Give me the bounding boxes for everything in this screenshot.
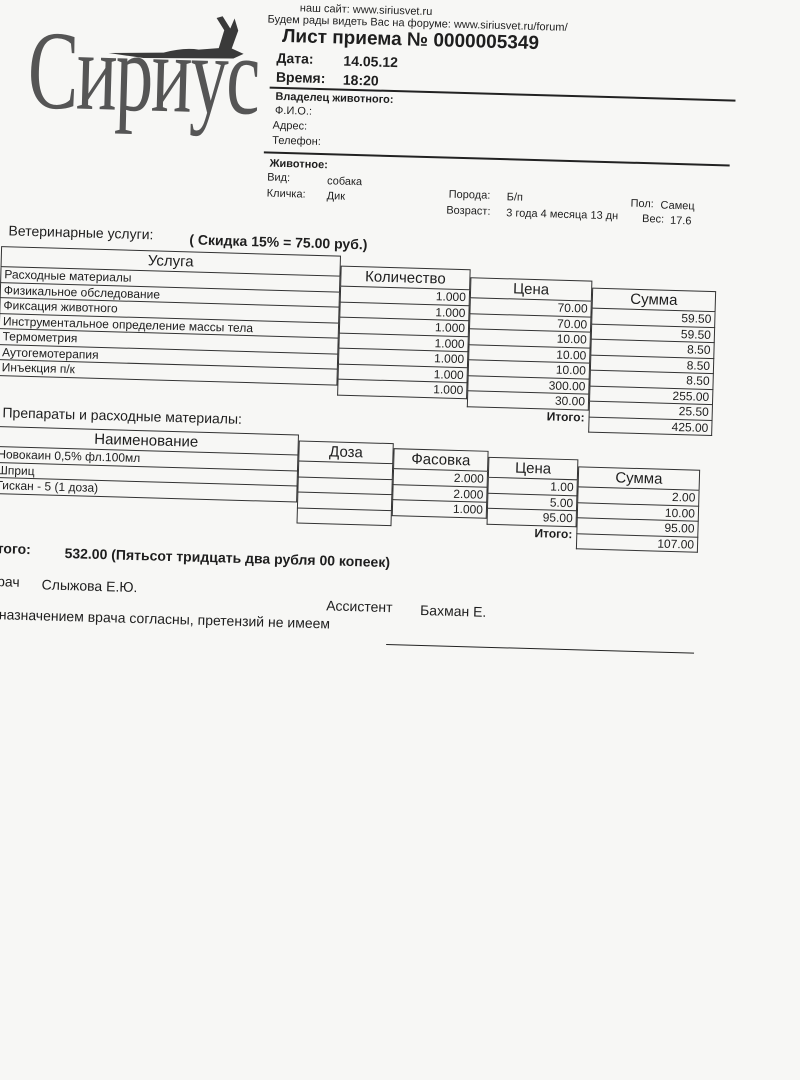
services-price-column: Цена 70.00 70.00 10.00 10.00 10.00 300.0…: [466, 277, 593, 424]
pet-name-value: Дик: [326, 190, 346, 203]
breed-value: Б/п: [506, 191, 524, 204]
sex-value: Самец: [660, 199, 695, 213]
age-value: 3 года 4 месяца 13 дн: [506, 207, 619, 223]
date-value: 14.05.12: [343, 52, 399, 71]
services-total: 425.00: [588, 417, 713, 437]
weight-value: 17.6: [669, 214, 692, 228]
materials-total-label: Итого:: [534, 525, 573, 541]
time-label: Время:: [275, 68, 326, 87]
weight-label: Вес:: [641, 213, 665, 226]
owner-name-label: Ф.И.О.:: [274, 104, 313, 118]
dog-logo-icon: [108, 16, 244, 59]
pet-name-label: Кличка:: [266, 187, 306, 201]
material-pack: 1.000: [391, 500, 488, 519]
agreement-text: С назначением врача согласны, претензий …: [0, 605, 331, 632]
materials-pack-column: Фасовка 2.000 2.000 1.000: [391, 448, 489, 519]
grand-total: 532.00 (Пятьсот тридцать два рубля 00 ко…: [64, 545, 391, 571]
doctor-label: Врач: [0, 572, 20, 590]
date-label: Дата:: [276, 49, 314, 67]
services-total-label: Итого:: [546, 408, 585, 424]
materials-dose-column: Доза: [296, 440, 394, 527]
discount-note: ( Скидка 15% = 75.00 руб.): [189, 231, 368, 253]
services-heading: Ветеринарные услуги:: [8, 222, 154, 243]
materials-heading: Препараты и расходные материалы:: [2, 404, 243, 427]
services-qty-column: Количество 1.000 1.000 1.000 1.000 1.000…: [337, 265, 471, 399]
materials-sum-column: Сумма 2.00 10.00 95.00 107.00: [575, 466, 701, 553]
time-value: 18:20: [342, 71, 379, 89]
service-qty: 1.000: [337, 379, 468, 399]
owner-phone-label: Телефон:: [272, 134, 322, 149]
owner-heading: Владелец животного:: [275, 90, 394, 107]
assistant-name: Бахман Е.: [419, 601, 487, 620]
doctor-name: Слыжова Е.Ю.: [41, 576, 138, 596]
column-header: Фасовка: [393, 448, 489, 472]
grand-total-label: Итого:: [0, 539, 32, 558]
owner-address-label: Адрес:: [272, 119, 308, 133]
column-header: Цена: [487, 456, 579, 481]
animal-heading: Животное:: [269, 157, 328, 172]
materials-name-column: Наименование Новокаин 0,5% фл.100мл Шпри…: [0, 426, 299, 502]
divider: [263, 151, 730, 167]
column-header: Доза: [298, 440, 394, 465]
materials-price-column: Цена 1.00 5.00 95.00 Итого:: [486, 456, 579, 541]
age-label: Возраст:: [446, 204, 491, 218]
materials-total: 107.00: [575, 533, 699, 553]
breed-label: Порода:: [448, 188, 491, 202]
services-sum-column: Сумма 59.50 59.50 8.50 8.50 8.50 255.00 …: [588, 287, 717, 437]
species-label: Вид:: [266, 171, 291, 185]
assistant-label: Ассистент: [326, 597, 393, 616]
sex-label: Пол:: [630, 197, 654, 211]
species-value: собака: [326, 175, 363, 189]
signature-line: [386, 644, 695, 654]
services-name-column: Услуга Расходные материалы Физикальное о…: [0, 246, 341, 386]
